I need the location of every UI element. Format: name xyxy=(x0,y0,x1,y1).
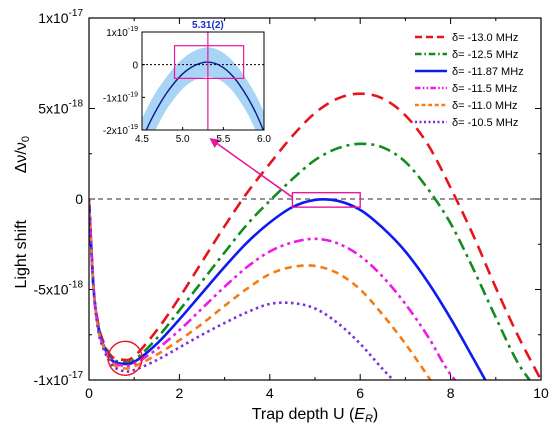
inset-x-tick-label: 6.0 xyxy=(257,134,271,145)
inset-y-tick-label: 0 xyxy=(132,61,138,72)
inset-plot: 5.31(2) 4.5 5.0 5.5 6.0 1x10-19 0 -1x10-19 -2x10… xyxy=(103,20,272,145)
inset-x-tick-label: 5.0 xyxy=(176,134,190,145)
inset-frame xyxy=(141,31,265,131)
legend-label-4: δ= -11.5 MHz xyxy=(452,83,518,95)
y-tick-label: 0 xyxy=(75,191,83,207)
series-line-5 xyxy=(89,198,432,380)
inset-y-tick-label: -2x10-19 xyxy=(103,124,138,137)
y-tick-label: 1x10-17 xyxy=(38,8,83,26)
legend: δ= -13.0 MHz δ= -12.5 MHz δ= -11.87 MHz δ= … xyxy=(415,32,524,129)
inset-fit-curve xyxy=(145,61,264,130)
zoom-arrow xyxy=(209,138,293,198)
y-axis-title-symbol: Δν/ν0 xyxy=(13,136,32,173)
x-tick-label: 6 xyxy=(356,385,364,401)
y-tick-label: 5x10-18 xyxy=(38,99,83,117)
legend-label-5: δ= -11.0 MHz xyxy=(452,100,518,112)
x-tick-label: 4 xyxy=(266,385,274,401)
inset-confidence-band xyxy=(142,47,264,130)
inset-highlight-box xyxy=(173,45,245,79)
x-axis-title: Trap depth U (ER) xyxy=(252,406,379,425)
x-tick-label: 2 xyxy=(176,385,184,401)
y-axis-title: Light shift Δν/ν0 xyxy=(13,136,32,288)
x-tick-label: 8 xyxy=(447,385,455,401)
y-tick-label: -1x10-17 xyxy=(34,370,84,388)
series-line-3 xyxy=(89,197,487,380)
inset-peak-label: 5.31(2) xyxy=(192,20,224,31)
inset-data xyxy=(142,32,264,130)
plot-area xyxy=(89,92,541,380)
inset-x-tick-label: 4.5 xyxy=(135,134,149,145)
series-line-6 xyxy=(89,198,395,380)
legend-label-1: δ= -13.0 MHz xyxy=(452,32,518,44)
plot-frame xyxy=(88,17,542,381)
annotation-layer xyxy=(107,138,361,376)
legend-label-3: δ= -11.87 MHz xyxy=(452,66,524,78)
minimum-highlight-circle xyxy=(107,340,143,376)
y-axis-title-words: Light shift xyxy=(13,219,30,288)
x-tick-label: 0 xyxy=(85,385,93,401)
y-tick-label: -5x10-18 xyxy=(34,280,84,298)
x-tick-label: 10 xyxy=(533,385,549,401)
inset-x-tick-label: 5.5 xyxy=(216,134,230,145)
inset-y-tick-label: 1x10-19 xyxy=(106,26,138,39)
inset-y-tick-label: -1x10-19 xyxy=(103,91,138,104)
series-line-4 xyxy=(89,198,457,380)
zoom-region-box xyxy=(291,191,361,208)
legend-label-2: δ= -12.5 MHz xyxy=(452,49,518,61)
legend-label-6: δ= -10.5 MHz xyxy=(452,117,518,129)
